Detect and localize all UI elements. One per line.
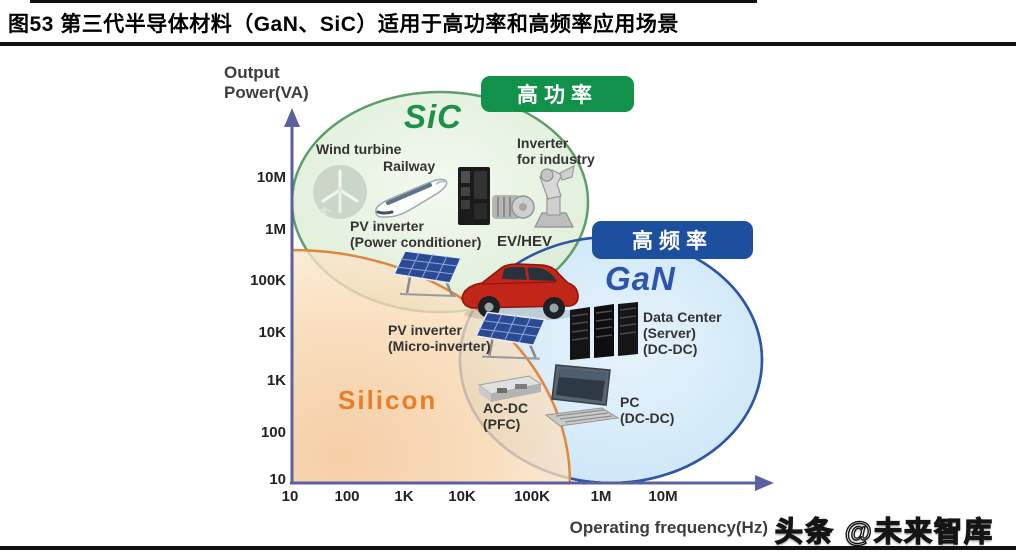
solar-panel-icon	[474, 308, 550, 365]
bottom-border-line	[0, 546, 1016, 550]
wind-turbine-label: Wind turbine	[316, 141, 402, 157]
railway-label: Railway	[383, 158, 436, 174]
high-frequency-badge: 高频率	[592, 221, 753, 259]
inverter-industry-label: Inverter for industry	[517, 135, 595, 167]
x-tick: 10	[281, 488, 299, 505]
x-tick: 10K	[448, 488, 476, 505]
high-power-badge: 高功率	[481, 76, 634, 112]
ac-dc-line2: (PFC)	[483, 416, 521, 432]
pv-inverter-micro-label: PV inverter (Micro-inverter)	[388, 322, 491, 354]
pv-inverter-power-line2: (Power conditioner)	[350, 234, 482, 250]
pv-inverter-micro-line2: (Micro-inverter)	[388, 338, 491, 354]
y-tick: 10K	[258, 324, 286, 341]
y-tick: 100	[260, 424, 286, 441]
watermark: 头条 @未来智库	[774, 515, 994, 547]
solar-panel-icon	[392, 247, 466, 302]
x-tick: 1M	[590, 488, 612, 505]
railway-train-icon	[372, 172, 450, 227]
laptop-icon	[544, 363, 620, 432]
pc-label: PC (DC-DC)	[620, 394, 674, 426]
server-rack-icon	[566, 300, 646, 367]
x-tick: 1K	[394, 488, 414, 505]
y-tick: 10	[269, 471, 286, 488]
inverter-industry-line1: Inverter	[517, 135, 569, 151]
sic-label: SiC	[404, 98, 463, 135]
gan-label: GaN	[605, 260, 676, 297]
y-axis-arrow	[284, 108, 300, 127]
x-tick: 100K	[514, 488, 550, 505]
pc-line1: PC	[620, 394, 640, 410]
pv-inverter-power-label: PV inverter (Power conditioner)	[350, 218, 481, 250]
x-tick: 100	[334, 488, 360, 505]
figure-title: 图53 第三代半导体材料（GaN、SiC）适用于高功率和高频率应用场景	[8, 13, 679, 36]
acdc-adapter-icon	[475, 371, 543, 408]
top-border-line	[30, 0, 757, 3]
data-center-label: Data Center (Server) (DC-DC)	[643, 309, 722, 357]
y-axis-title-line1: Output	[224, 63, 280, 82]
car-icon	[458, 252, 582, 329]
y-axis-title: Output Power(VA)	[224, 63, 309, 103]
data-center-line1: Data Center	[643, 309, 722, 325]
y-axis-title-line2: Power(VA)	[224, 83, 309, 102]
data-center-line2: (Server)	[643, 325, 696, 341]
ac-dc-label: AC-DC (PFC)	[483, 400, 528, 432]
pv-inverter-micro-line1: PV inverter	[388, 322, 462, 338]
pc-line2: (DC-DC)	[620, 410, 675, 426]
x-axis-title: Operating frequency(Hz)	[569, 518, 768, 537]
y-tick: 10M	[256, 169, 286, 186]
x-tick: 10M	[648, 488, 678, 505]
ev-hev-label: EV/HEV	[497, 233, 553, 250]
title-underline	[0, 42, 1016, 46]
pv-inverter-power-line1: PV inverter	[350, 218, 424, 234]
y-tick: 1M	[265, 221, 286, 238]
inverter-industry-line2: for industry	[517, 151, 595, 167]
industrial-inverter-icon	[456, 163, 536, 234]
y-tick: 1K	[266, 372, 286, 389]
robot-arm-icon	[527, 163, 581, 234]
data-center-line3: (DC-DC)	[643, 341, 698, 357]
y-tick: 100K	[250, 272, 286, 289]
ac-dc-line1: AC-DC	[483, 400, 529, 416]
silicon-label: Silicon	[338, 385, 438, 415]
wind-turbine-icon	[312, 164, 368, 225]
x-axis-arrow	[755, 475, 774, 491]
